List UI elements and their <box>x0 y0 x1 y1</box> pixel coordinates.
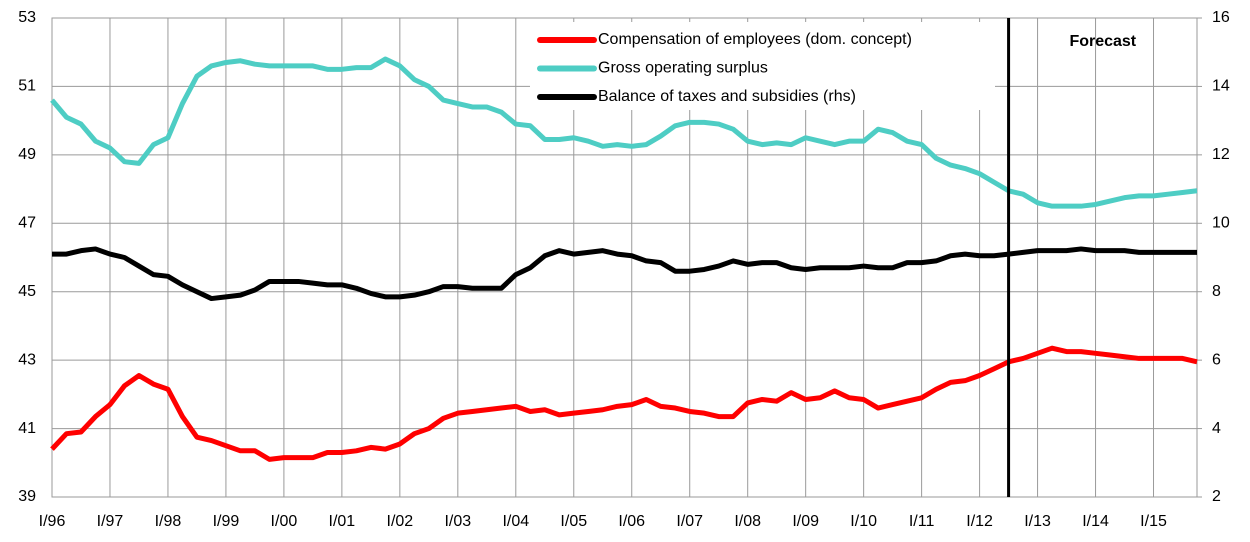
legend-label: Compensation of employees (dom. concept) <box>598 31 912 48</box>
y-tick-label: 45 <box>18 283 36 300</box>
series-line <box>50 56 1198 209</box>
series-line <box>52 246 1197 302</box>
y2-tick-label: 12 <box>1212 146 1230 163</box>
x-tick-label: I/98 <box>155 513 182 530</box>
y-tick-label: 43 <box>18 351 36 368</box>
y-tick-label: 51 <box>18 78 36 95</box>
x-tick-label: I/08 <box>734 513 761 530</box>
series-line <box>50 345 1198 462</box>
x-tick-label: I/06 <box>618 513 645 530</box>
y-tick-label: 47 <box>18 215 36 232</box>
x-tick-label: I/97 <box>97 513 124 530</box>
legend-label: Gross operating surplus <box>598 60 768 77</box>
x-tick-label: I/12 <box>966 513 993 530</box>
x-tick-label: I/15 <box>1140 513 1167 530</box>
y2-tick-label: 4 <box>1212 420 1221 437</box>
x-tick-label: I/05 <box>560 513 587 530</box>
x-tick-label: I/96 <box>39 513 66 530</box>
x-tick-label: I/07 <box>676 513 703 530</box>
x-tick-label: I/11 <box>909 513 935 530</box>
x-tick-label: I/00 <box>271 513 298 530</box>
y2-tick-label: 6 <box>1212 351 1221 368</box>
y2-tick-label: 14 <box>1212 78 1230 95</box>
y-tick-label: 41 <box>18 420 36 437</box>
x-tick-label: I/13 <box>1024 513 1051 530</box>
legend <box>530 22 995 110</box>
y2-tick-label: 8 <box>1212 283 1221 300</box>
y2-tick-label: 16 <box>1212 9 1230 26</box>
x-tick-label: I/01 <box>329 513 356 530</box>
x-tick-label: I/99 <box>213 513 240 530</box>
y-tick-label: 39 <box>18 488 36 505</box>
x-tick-label: I/10 <box>850 513 877 530</box>
x-tick-label: I/02 <box>387 513 414 530</box>
y-tick-label: 49 <box>18 146 36 163</box>
x-tick-label: I/04 <box>502 513 529 530</box>
plot-frame <box>51 17 1198 498</box>
annotation: Forecast <box>1069 33 1136 50</box>
x-tick-label: I/09 <box>792 513 819 530</box>
y2-tick-label: 10 <box>1212 215 1230 232</box>
x-tick-label: I/14 <box>1082 513 1109 530</box>
x-tick-label: I/03 <box>444 513 471 530</box>
y-tick-label: 53 <box>18 9 36 26</box>
y2-tick-label: 2 <box>1212 488 1221 505</box>
legend-label: Balance of taxes and subsidies (rhs) <box>598 88 856 105</box>
